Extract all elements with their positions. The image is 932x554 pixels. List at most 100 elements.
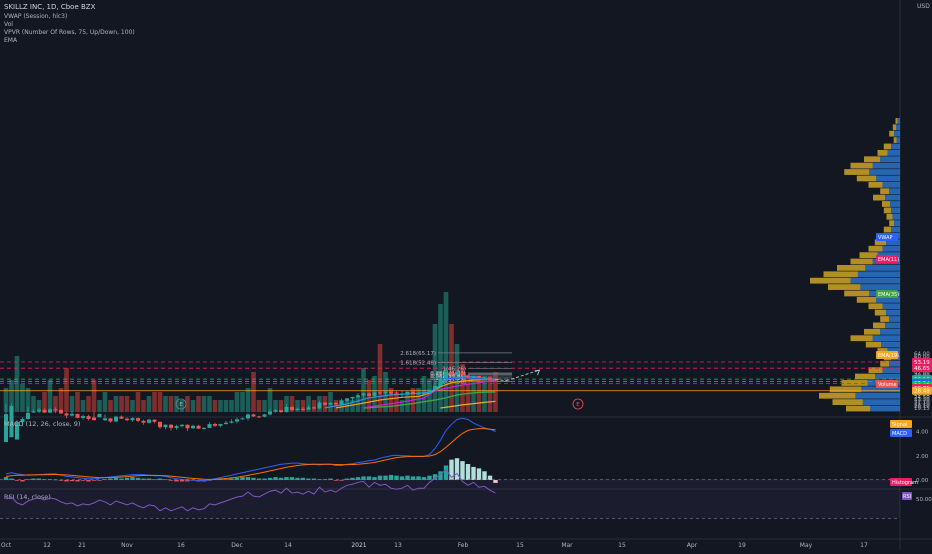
macd-histogram-bar [185, 480, 190, 482]
macd-histogram-bar [146, 478, 152, 480]
volume-bar [300, 400, 306, 412]
indicator-vpvr-label[interactable]: VPVR (Number Of Rows, 75, Up/Down, 100) [4, 29, 135, 36]
indicator-side-tag: Volume [878, 382, 897, 388]
candle-body [9, 406, 14, 438]
macd-histogram-bar [295, 477, 300, 480]
macd-histogram-bar [410, 476, 416, 480]
vpvr-bar-down [883, 143, 892, 150]
volume-bar [207, 396, 212, 412]
volume-bar [289, 396, 295, 412]
candle-body [130, 418, 135, 421]
volume-bar [141, 400, 146, 412]
macd-histogram-bar [267, 477, 273, 480]
volume-bar [20, 384, 25, 412]
candle-body [86, 416, 91, 419]
vpvr-bar-up [880, 156, 900, 163]
volume-bar [102, 392, 108, 412]
volume-bar [196, 396, 201, 412]
vpvr-bar-down [886, 213, 893, 220]
vpvr-bar-down [892, 124, 897, 131]
volume-bar [86, 396, 91, 412]
macd-histogram-bar [58, 480, 64, 481]
indicator-vwap-label[interactable]: VWAP (Session, hlc3) [4, 13, 68, 20]
candle-body [268, 411, 272, 415]
vpvr-bar-up [897, 118, 900, 124]
macd-histogram-bar [229, 478, 234, 480]
volume-bar [168, 396, 174, 412]
macd-histogram-bar [223, 479, 229, 480]
time-axis-label: 12 [43, 542, 51, 549]
candle-body [284, 406, 289, 413]
volume-bar [64, 368, 69, 412]
volume-bar [135, 392, 141, 412]
macd-histogram-bar [168, 480, 174, 481]
macd-tag: MACD [892, 431, 907, 437]
fib-level-label: 2.618(65.17) [400, 351, 436, 357]
macd-histogram-bar [130, 477, 135, 480]
fib-level-label: 0.618(41.80) [430, 372, 466, 378]
volume-bar [36, 400, 42, 412]
fib-level-label: 1.618(52.48) [400, 361, 436, 367]
macd-histogram-bar [273, 477, 278, 480]
vpvr-bar-down [868, 367, 883, 374]
candle-body [273, 410, 278, 412]
vpvr-bar-down [893, 137, 897, 143]
candle-body [438, 378, 443, 386]
macd-histogram-bar [416, 476, 421, 480]
rsi-pane-title: RSI (14, close) [4, 493, 51, 501]
candle-body [246, 414, 250, 419]
macd-histogram-bar [476, 468, 482, 480]
volume-bar [476, 380, 482, 412]
candle-body [213, 424, 217, 426]
indicator-vol-label[interactable]: Vol [4, 21, 13, 28]
vpvr-bar-down [877, 149, 888, 156]
macd-histogram-bar [20, 480, 25, 482]
vpvr-bar-down [855, 373, 876, 380]
macd-histogram-bar [438, 471, 443, 480]
vpvr-bar-up [896, 137, 900, 143]
vpvr-bar-down [837, 265, 866, 271]
volume-bar [31, 396, 36, 412]
time-axis-label: Dec [231, 542, 243, 549]
macd-histogram-bar [405, 475, 410, 480]
candle-body [488, 377, 492, 379]
candle-body [460, 371, 465, 376]
time-axis-label: May [800, 542, 813, 549]
volume-bar [157, 392, 163, 412]
indicator-side-tag-box [876, 380, 898, 388]
volume-bar [212, 400, 218, 412]
vpvr-bar-down [865, 341, 882, 348]
candle-body [114, 416, 118, 422]
vpvr-bar-down [874, 309, 887, 316]
volume-bar [245, 388, 251, 412]
candle-body [323, 402, 327, 405]
price-axis-tick: 20.10 [914, 404, 930, 410]
volume-bar [399, 400, 405, 412]
volume-bar [416, 388, 421, 412]
volume-bar [174, 396, 179, 412]
candle-body [394, 393, 399, 395]
macd-histogram-bar [449, 459, 454, 480]
volume-bar [201, 396, 207, 412]
macd-histogram-bar [432, 474, 438, 480]
volume-bar [130, 400, 135, 412]
indicator-ema-label[interactable]: EMA [4, 37, 18, 44]
vpvr-bar-up [881, 341, 900, 348]
volume-bar [146, 396, 152, 412]
vpvr-bar-up [886, 309, 900, 316]
vpvr-bar-up [850, 277, 900, 284]
vpvr-bar-up [882, 181, 900, 188]
price-axis-tick: 64.00 [914, 352, 930, 358]
price-axis-tick: 22.10 [914, 400, 930, 406]
macd-histogram-bar [135, 477, 141, 480]
macd-histogram-bar [157, 478, 163, 480]
vpvr-bar-up [869, 169, 900, 175]
candle-body [174, 426, 179, 428]
vpvr-bar-down [832, 399, 863, 406]
macd-histogram-bar [443, 465, 449, 480]
volume-bar [179, 400, 185, 412]
volume-bar [306, 396, 311, 412]
macd-histogram-bar [234, 477, 240, 480]
